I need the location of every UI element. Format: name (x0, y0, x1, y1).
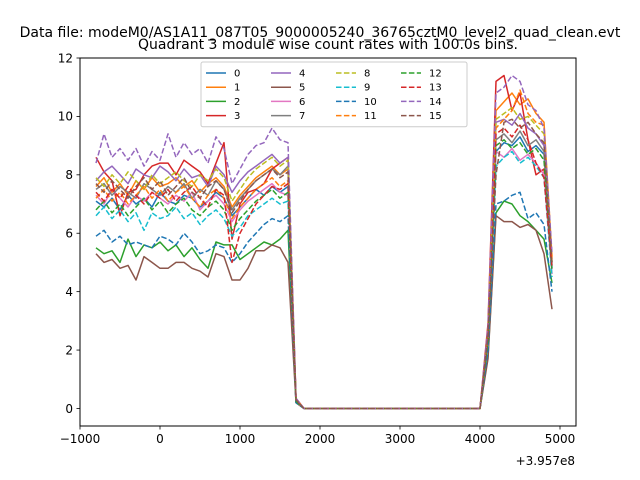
x-tick-label: 2000 (305, 432, 336, 446)
x-tick-label: 3000 (385, 432, 416, 446)
axes-frame (79, 57, 577, 427)
x-tick-label: 4000 (465, 432, 496, 446)
chart-suptitle: Data file: modeM0/AS1A11_087T05_90000052… (20, 25, 621, 41)
y-tick-label: 12 (58, 51, 73, 65)
y-tick-label: 0 (65, 402, 73, 416)
legend-label-14: 14 (429, 97, 442, 108)
y-tick-label: 6 (65, 227, 73, 241)
legend-label-1: 1 (234, 83, 240, 94)
legend-label-13: 13 (429, 83, 442, 94)
x-axis-offset-label: +3.957e8 (516, 454, 575, 468)
legend-label-7: 7 (299, 111, 305, 122)
legend-label-0: 0 (234, 69, 240, 80)
legend-label-3: 3 (234, 111, 240, 122)
legend-label-9: 9 (364, 83, 370, 94)
y-tick-label: 10 (58, 110, 73, 124)
legend-box (200, 61, 468, 128)
legend-label-11: 11 (364, 111, 377, 122)
x-tick-label: 0 (156, 432, 164, 446)
legend-label-4: 4 (299, 69, 305, 80)
x-tick-label: −1000 (60, 432, 101, 446)
legend-label-12: 12 (429, 69, 442, 80)
legend-label-2: 2 (234, 97, 240, 108)
x-tick-label: 5000 (545, 432, 576, 446)
x-tick-label: 1000 (225, 432, 256, 446)
legend-label-10: 10 (364, 97, 377, 108)
legend-label-5: 5 (299, 83, 305, 94)
chart-title: Quadrant 3 module wise count rates with … (138, 37, 518, 53)
y-tick-label: 4 (65, 285, 73, 299)
series-layer (95, 74, 553, 410)
legend-label-15: 15 (429, 111, 442, 122)
legend-label-6: 6 (299, 97, 305, 108)
y-tick-label: 2 (65, 343, 73, 357)
legend-label-8: 8 (364, 69, 370, 80)
y-tick-label: 8 (65, 168, 73, 182)
series-line-15 (95, 118, 553, 410)
